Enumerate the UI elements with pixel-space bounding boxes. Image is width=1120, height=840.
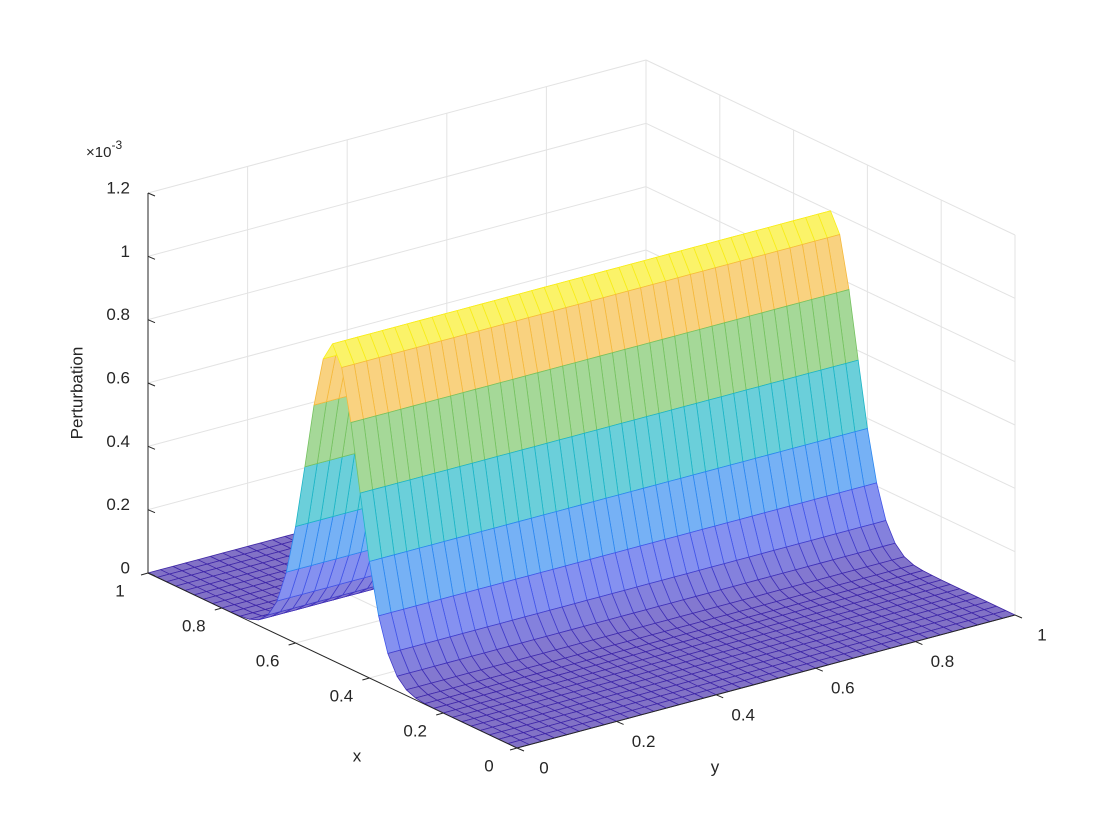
y-tick — [716, 694, 724, 699]
x-tick — [362, 677, 370, 681]
y-axis-label: y — [711, 757, 720, 776]
z-tick — [147, 445, 156, 450]
y-tick — [815, 667, 823, 672]
x-tick-label: 0.8 — [182, 616, 206, 635]
y-tick — [616, 720, 624, 725]
z-axis-label: Perturbation — [67, 347, 86, 440]
wall-grid-line — [147, 249, 647, 384]
y-tick-label: 0.6 — [831, 679, 855, 698]
x-tick-label: 0.4 — [330, 686, 354, 705]
x-axis-label: x — [353, 746, 362, 765]
y-tick — [1014, 614, 1023, 619]
x-axis-line — [147, 572, 518, 749]
y-axis-line — [516, 614, 1016, 749]
z-exponent-power: -3 — [111, 138, 122, 152]
y-tick-label: 0.2 — [632, 732, 656, 751]
y-tick-label: 0 — [539, 758, 548, 777]
x-tick — [140, 572, 149, 576]
y-tick — [915, 641, 923, 646]
z-tick — [147, 509, 156, 514]
wall-grid-line — [645, 59, 1016, 236]
x-tick — [288, 642, 296, 646]
z-tick-label: 1 — [121, 242, 130, 261]
wall-grid-line — [147, 59, 647, 194]
z-exponent: ×10-3 — [86, 138, 122, 161]
z-tick — [147, 572, 156, 577]
x-tick — [214, 607, 222, 611]
z-tick — [147, 382, 156, 387]
z-tick — [147, 255, 156, 260]
surface — [147, 210, 1016, 749]
z-tick-label: 0.6 — [106, 368, 130, 387]
z-tick — [147, 319, 156, 324]
x-tick — [509, 747, 518, 751]
y-tick-label: 1 — [1037, 625, 1046, 644]
z-exponent-base: ×10 — [86, 144, 111, 161]
x-tick-label: 1 — [115, 581, 124, 600]
axes: 0 0.2 0.4 0.6 0.8 1 0 0.2 0.4 0.6 0.8 1 0 0.2 0.4 0.6 0.… — [106, 178, 1046, 777]
x-tick-label: 0.2 — [403, 721, 427, 740]
wall-grid-line — [147, 186, 647, 321]
y-tick-label: 0.8 — [931, 652, 955, 671]
y-tick — [516, 747, 525, 752]
z-tick-label: 0.4 — [106, 432, 130, 451]
y-tick-label: 0.4 — [731, 705, 755, 724]
x-tick-label: 0 — [484, 756, 493, 775]
z-tick-label: 0 — [121, 558, 130, 577]
z-tick-label: 0.2 — [106, 495, 130, 514]
z-tick-label: 1.2 — [106, 178, 130, 197]
z-tick — [147, 192, 156, 197]
z-tick-label: 0.8 — [106, 305, 130, 324]
x-tick-label: 0.6 — [256, 651, 280, 670]
x-tick — [436, 712, 444, 716]
wall-grid-line — [147, 122, 647, 257]
